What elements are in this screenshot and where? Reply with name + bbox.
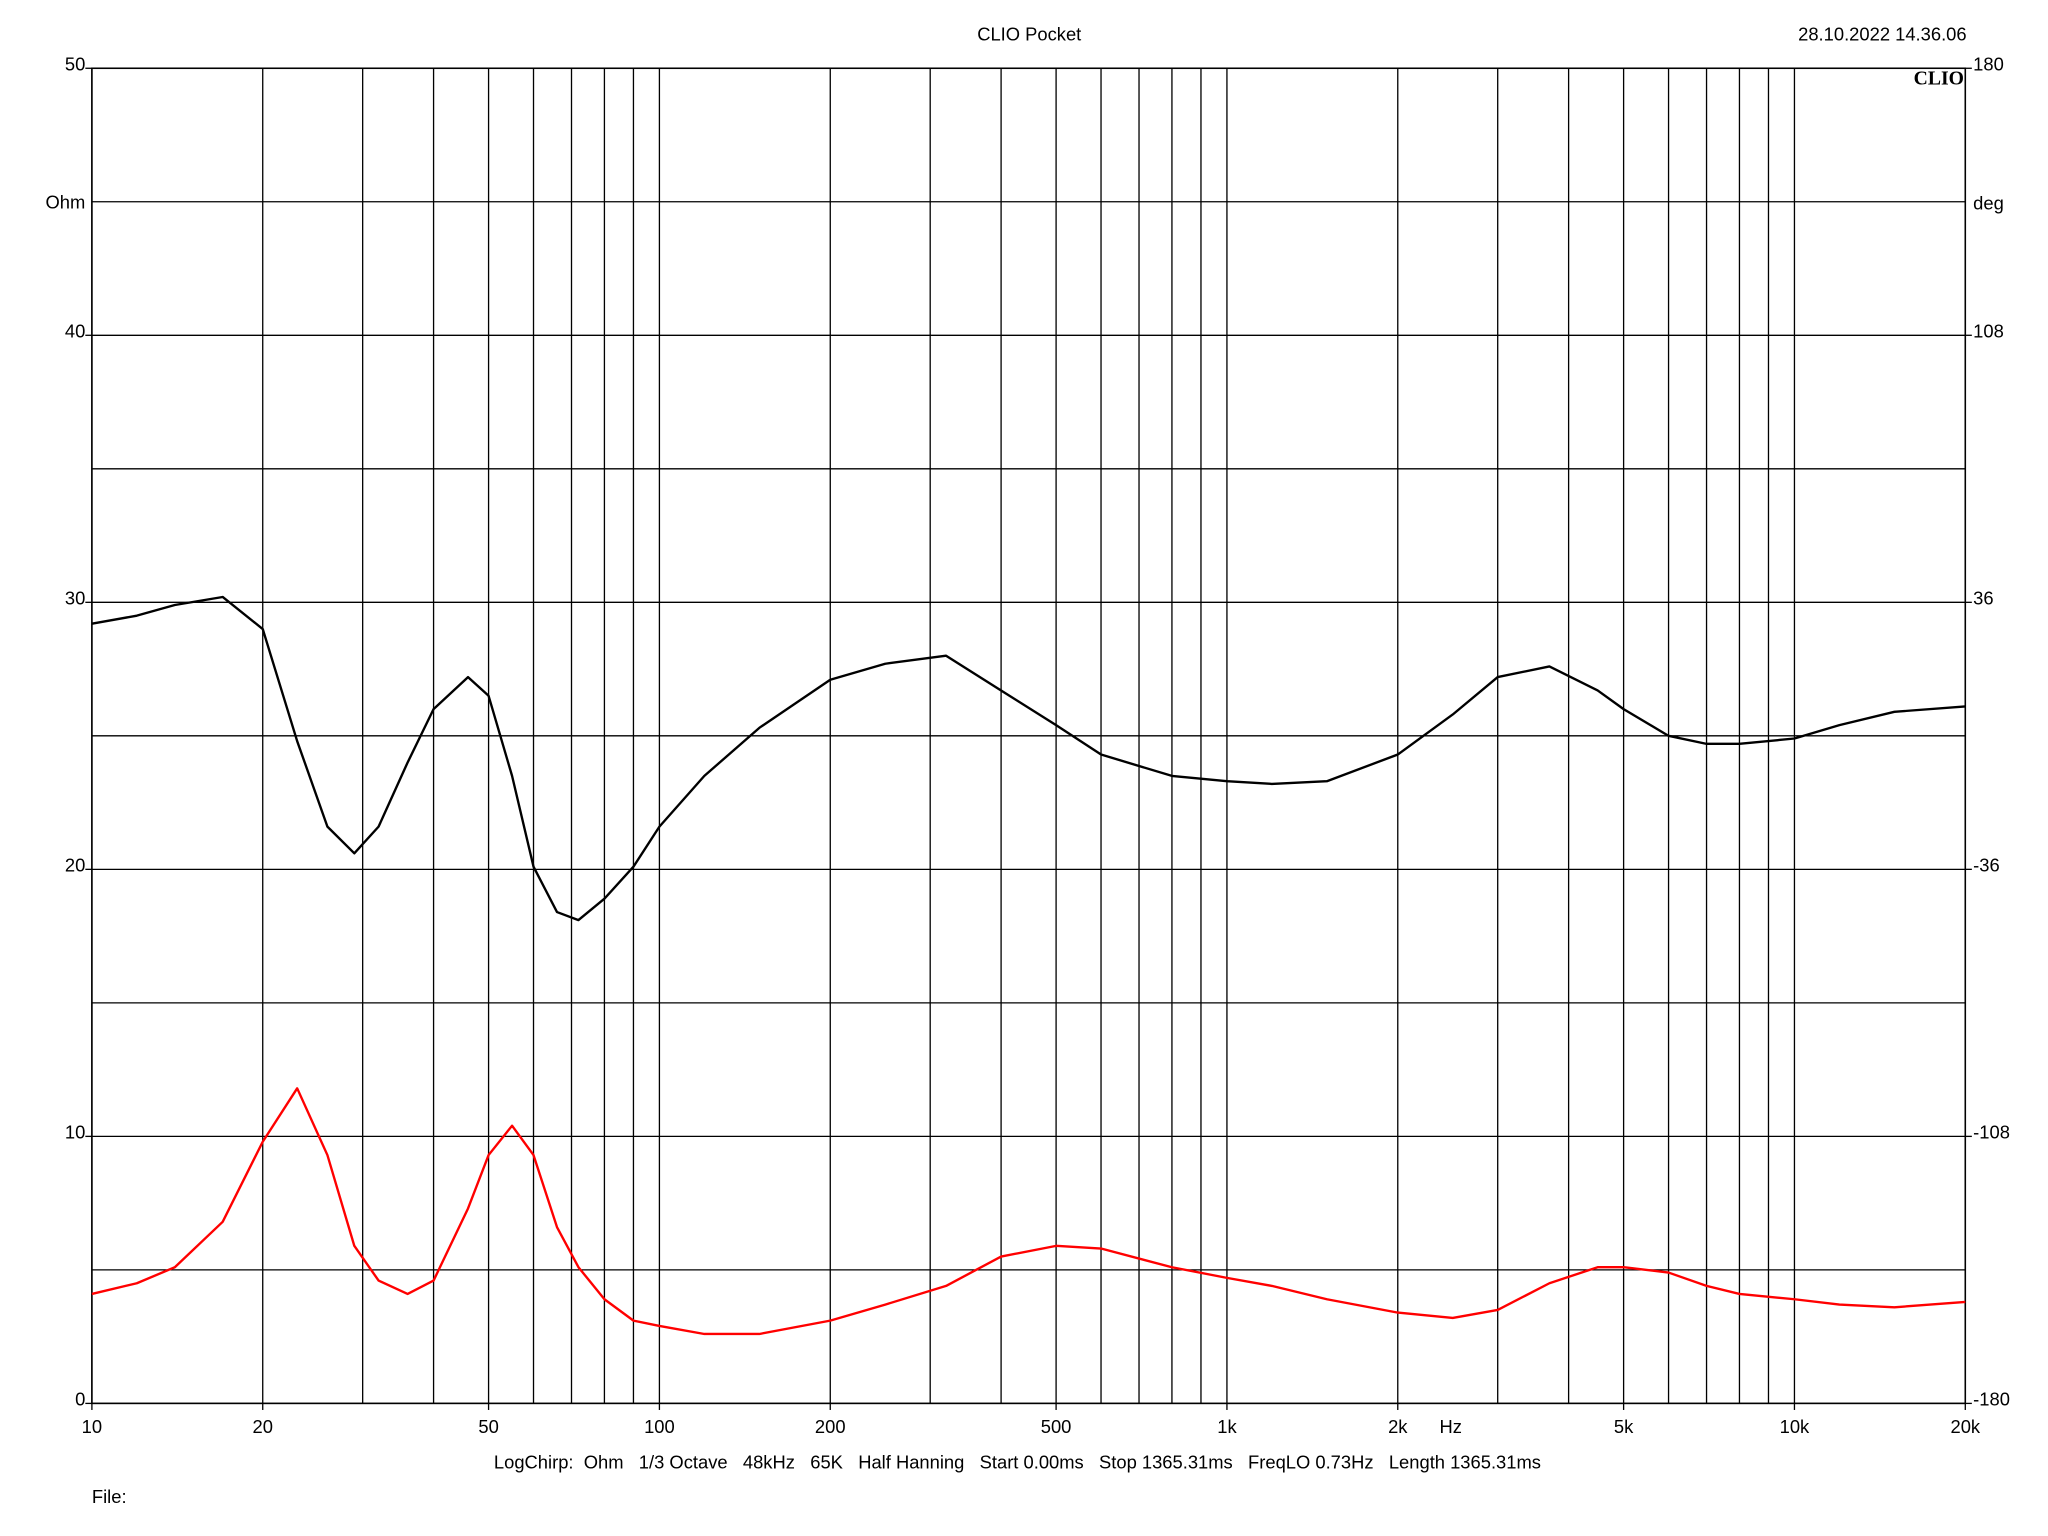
x-tick-label: 2k — [1388, 1416, 1408, 1437]
x-tick-label: 1k — [1217, 1416, 1237, 1437]
y-tick-label: 40 — [65, 321, 85, 342]
file-label: File: — [92, 1486, 127, 1507]
plot-frame — [91, 67, 1967, 1405]
y2-tick-label: -36 — [1973, 855, 2000, 876]
x-tick-label: 20 — [253, 1416, 273, 1437]
x-axis-label: Hz — [1439, 1416, 1461, 1437]
y-tick-label: 0 — [75, 1389, 85, 1410]
y2-tick-label: 108 — [1973, 321, 2004, 342]
y2-tick-label: -180 — [1973, 1389, 2010, 1410]
y2-tick-label: 36 — [1973, 588, 1993, 609]
logo: CLIO — [1914, 68, 1964, 90]
series-line — [91, 595, 1966, 922]
y2-tick-label: -108 — [1973, 1122, 2010, 1143]
y-tick-label: 10 — [65, 1122, 85, 1143]
y2-tick-label: 180 — [1973, 54, 2004, 75]
y2-axis-label: deg — [1973, 193, 2004, 214]
y-tick-label: 30 — [65, 588, 85, 609]
x-tick-label: 50 — [478, 1416, 498, 1437]
timestamp: 28.10.2022 14.36.06 — [1798, 23, 1966, 44]
x-tick-label: 100 — [644, 1416, 675, 1437]
y-tick-label: 20 — [65, 855, 85, 876]
x-tick-label: 5k — [1614, 1416, 1634, 1437]
x-tick-label: 10k — [1780, 1416, 1810, 1437]
x-tick-label: 20k — [1950, 1416, 1980, 1437]
y-axis-label: Ohm — [46, 191, 86, 212]
series-line — [91, 1087, 1966, 1336]
x-tick-label: 200 — [815, 1416, 846, 1437]
footer: LogChirp: Ohm 1/3 Octave 48kHz 65K Half … — [494, 1452, 1541, 1473]
x-tick-label: 500 — [1041, 1416, 1072, 1437]
x-tick-label: 10 — [82, 1416, 102, 1437]
chart-title: CLIO Pocket — [977, 23, 1081, 44]
y-tick-label: 50 — [65, 54, 85, 75]
